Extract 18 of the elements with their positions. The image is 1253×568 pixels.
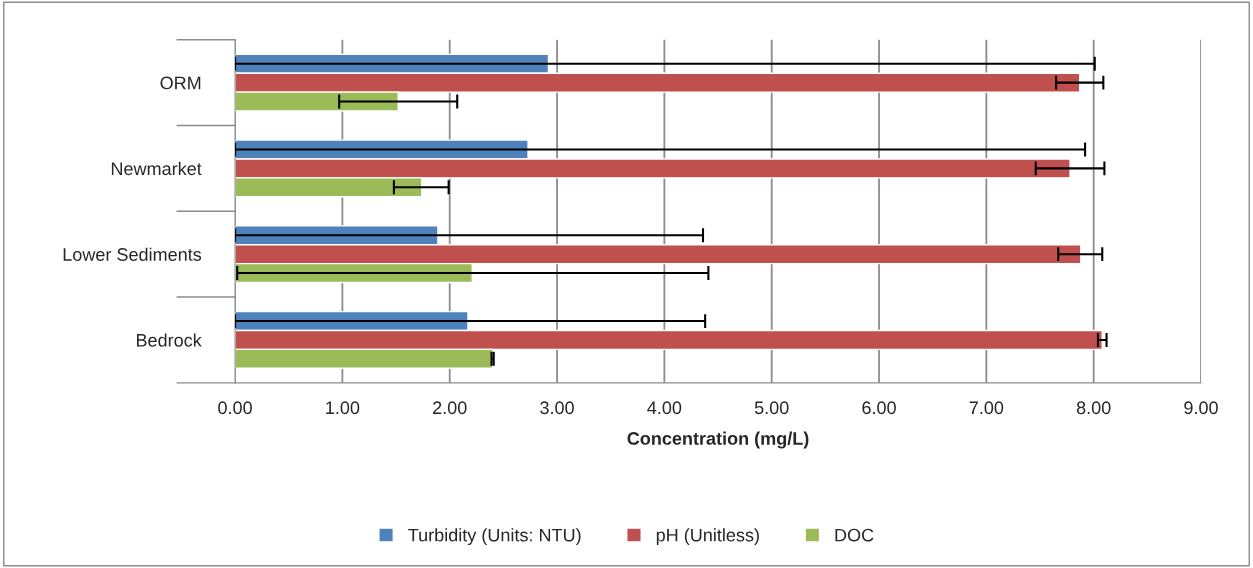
x-tick-label: 3.00 <box>540 401 574 415</box>
x-tick-label: 1.00 <box>326 401 360 415</box>
x-tick-label: 8.00 <box>1076 401 1111 415</box>
legend-label: pH (Unitless) <box>656 528 759 546</box>
y-tick-label: Newmarket <box>111 161 202 176</box>
y-tick-label: Bedrock <box>136 333 202 347</box>
x-tick-label: 6.00 <box>862 401 896 415</box>
x-axis-title: Concentration (mg/L) <box>627 431 809 449</box>
x-tick-label: 7.00 <box>969 401 1004 415</box>
y-tick-label: Lower Sediments <box>63 247 202 261</box>
x-tick-label: 4.00 <box>647 401 682 415</box>
x-tick-label: 9.00 <box>1184 401 1218 415</box>
x-tick-label: 5.00 <box>754 401 789 415</box>
x-tick-label: 0.00 <box>218 401 252 415</box>
x-tick-label: 2.00 <box>433 401 467 415</box>
y-tick-label: ORM <box>160 76 201 90</box>
legend-label: DOC <box>835 528 874 542</box>
legend-label: Turbidity (Units: NTU) <box>408 528 581 546</box>
